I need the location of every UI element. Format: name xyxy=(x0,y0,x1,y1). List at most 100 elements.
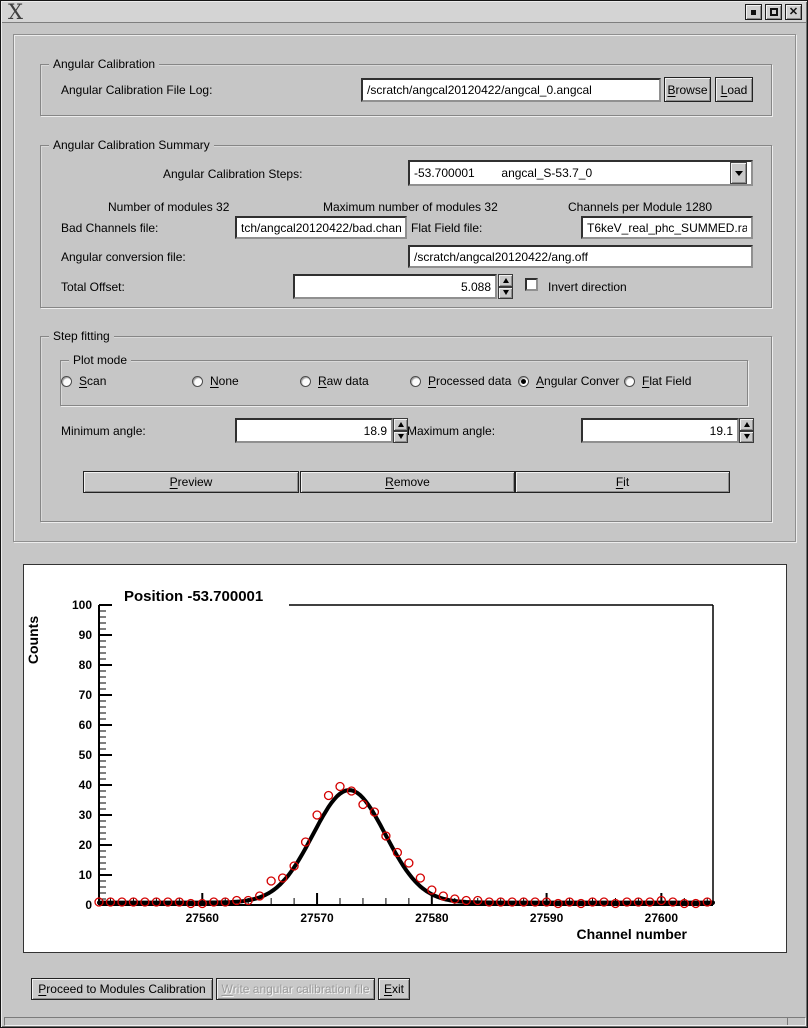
maximum-angle-stepper xyxy=(739,418,754,443)
file-log-label: Angular Calibration File Log: xyxy=(61,83,213,97)
radio-label: Angular Conver xyxy=(536,374,620,388)
svg-text:40: 40 xyxy=(79,778,93,792)
plot-mode-group: Plot mode None Raw data Processed data Angu… xyxy=(60,353,748,406)
group-label: Angular Calibration xyxy=(49,57,160,71)
selected-step-value: -53.700001 angcal_S-53.7_0 xyxy=(414,166,593,180)
minimum-angle-label: Minimum angle: xyxy=(61,424,146,438)
plot-mode-radio-processed-data[interactable]: Processed data xyxy=(410,374,511,388)
bad-channels-input[interactable] xyxy=(235,216,407,239)
svg-text:100: 100 xyxy=(72,598,92,612)
chevron-down-icon xyxy=(734,171,743,180)
arrow-down-icon xyxy=(397,433,404,442)
svg-text:0: 0 xyxy=(85,898,92,912)
svg-text:27560: 27560 xyxy=(186,911,220,925)
controls-panel: Angular Calibration Angular Calibration … xyxy=(13,34,796,542)
spin-up-button[interactable] xyxy=(393,418,408,431)
plot-mode-radio-none[interactable]: None xyxy=(192,374,239,388)
svg-text:30: 30 xyxy=(79,808,93,822)
svg-text:70: 70 xyxy=(79,688,93,702)
svg-text:10: 10 xyxy=(79,868,93,882)
bad-channels-label: Bad Channels file: xyxy=(61,221,159,235)
radio-icon[interactable] xyxy=(624,375,635,387)
svg-text:90: 90 xyxy=(79,628,93,642)
group-label: Angular Calibration Summary xyxy=(49,138,214,152)
step-fitting-group: Step fitting Plot mode None Raw data Proce… xyxy=(40,329,772,522)
spin-down-button[interactable] xyxy=(739,430,754,443)
dropdown-arrow-button[interactable] xyxy=(730,162,747,184)
arrow-down-icon xyxy=(743,433,750,442)
spin-up-button[interactable] xyxy=(498,274,513,287)
maximize-button[interactable] xyxy=(765,4,782,20)
angular-conversion-label: Angular conversion file: xyxy=(61,250,186,264)
svg-text:Channel number: Channel number xyxy=(577,926,688,942)
channels-per-module-label: Channels per Module 1280 xyxy=(568,200,713,214)
flat-field-label: Flat Field file: xyxy=(411,221,483,235)
close-icon: ✕ xyxy=(788,5,799,18)
steps-label: Angular Calibration Steps: xyxy=(163,167,303,181)
plot-mode-radio-flat-field[interactable]: Flat Field xyxy=(624,374,691,388)
radio-icon[interactable] xyxy=(61,375,72,387)
file-log-input[interactable] xyxy=(361,78,661,102)
close-button[interactable]: ✕ xyxy=(785,4,802,20)
chart-canvas: 0 10 20 30 40 50 60 70 80 90 100 27560 27570 27580 275… xyxy=(23,564,787,953)
radio-label: Scan xyxy=(79,374,107,388)
minimum-angle-stepper xyxy=(393,418,408,443)
svg-text:60: 60 xyxy=(79,718,93,732)
svg-text:Counts: Counts xyxy=(25,616,41,664)
total-offset-input[interactable] xyxy=(293,274,497,299)
radio-icon[interactable] xyxy=(192,375,203,387)
spin-up-button[interactable] xyxy=(739,418,754,431)
radio-label: Raw data xyxy=(318,374,369,388)
radio-label: Flat Field xyxy=(642,374,692,388)
spin-down-button[interactable] xyxy=(498,286,513,299)
svg-text:Position -53.700001: Position -53.700001 xyxy=(124,588,263,605)
spin-down-button[interactable] xyxy=(393,430,408,443)
radio-label: Processed data xyxy=(428,374,512,388)
angular-calibration-steps-select[interactable]: -53.700001 angcal_S-53.7_0 xyxy=(408,160,753,186)
angular-conversion-input[interactable] xyxy=(408,245,753,268)
group-label: Step fitting xyxy=(49,329,114,343)
total-offset-stepper xyxy=(498,274,513,299)
titlebar[interactable]: X ✕ xyxy=(2,0,806,24)
maximum-angle-input[interactable] xyxy=(581,418,739,443)
maximize-icon xyxy=(769,8,778,16)
arrow-up-icon xyxy=(397,419,404,428)
radio-icon[interactable] xyxy=(300,375,311,387)
arrow-down-icon xyxy=(502,289,509,298)
angular-calibration-group: Angular Calibration Angular Calibration … xyxy=(40,57,772,116)
minimize-button[interactable] xyxy=(745,4,762,20)
svg-text:20: 20 xyxy=(79,838,93,852)
svg-text:27570: 27570 xyxy=(300,911,334,925)
maximum-angle-label: Maximum angle: xyxy=(407,424,496,438)
minimum-angle-input[interactable] xyxy=(235,418,393,443)
svg-text:80: 80 xyxy=(79,658,93,672)
svg-text:27590: 27590 xyxy=(530,911,564,925)
svg-text:27580: 27580 xyxy=(415,911,449,925)
invert-direction-label: Invert direction xyxy=(548,280,627,294)
plot-mode-radio-scan[interactable]: Scan xyxy=(61,374,106,388)
step-plot: 0 10 20 30 40 50 60 70 80 90 100 27560 27570 27580 275… xyxy=(25,588,715,942)
radio-icon[interactable] xyxy=(518,375,529,387)
flat-field-input[interactable] xyxy=(581,216,753,239)
svg-text:50: 50 xyxy=(79,748,93,762)
radio-label: None xyxy=(210,374,239,388)
window-controls: ✕ xyxy=(745,4,802,20)
plot-mode-radio-angular-conver[interactable]: Angular Conver xyxy=(518,374,619,388)
angular-calibration-summary-group: Angular Calibration Summary Angular Cali… xyxy=(40,138,772,308)
num-modules-label: Number of modules 32 xyxy=(108,200,230,214)
invert-direction-checkbox[interactable] xyxy=(525,278,538,291)
svg-text:27600: 27600 xyxy=(645,911,679,925)
radio-icon[interactable] xyxy=(410,375,421,387)
status-bar-divider xyxy=(787,1018,788,1025)
arrow-up-icon xyxy=(502,275,509,284)
minimize-icon xyxy=(751,9,756,15)
plot-mode-radio-raw-data[interactable]: Raw data xyxy=(300,374,369,388)
